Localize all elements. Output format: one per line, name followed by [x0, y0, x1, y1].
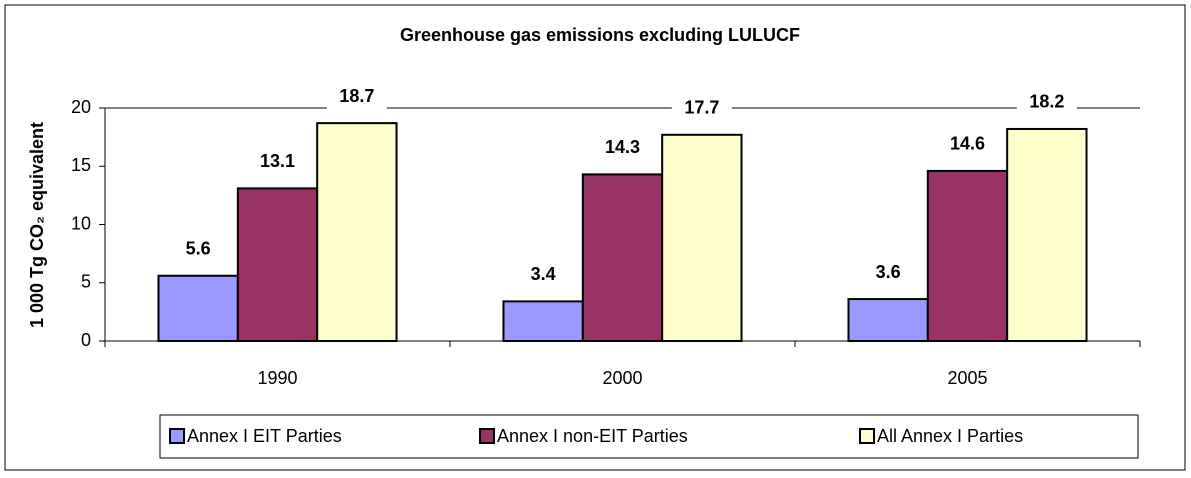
value-label-bg — [937, 131, 998, 158]
value-label-bg — [671, 95, 732, 122]
value-label: 3.6 — [876, 262, 901, 282]
value-label: 3.4 — [531, 264, 556, 284]
value-label: 14.6 — [950, 134, 985, 154]
x-tick-label: 2000 — [602, 368, 642, 388]
bar — [581, 173, 664, 342]
bar — [1006, 127, 1088, 342]
value-label: 18.2 — [1029, 92, 1064, 112]
bar — [847, 298, 929, 342]
legend-swatch — [169, 428, 185, 444]
bar — [661, 133, 743, 342]
value-label-bg — [592, 135, 653, 162]
value-label-bg — [247, 149, 308, 176]
legend-label: Annex I non-EIT Parties — [497, 426, 688, 446]
legend-label: Annex I EIT Parties — [187, 426, 342, 446]
legend-swatch — [859, 428, 875, 444]
bar — [926, 169, 1009, 342]
legend-label: All Annex I Parties — [877, 426, 1023, 446]
value-label-bg — [168, 236, 229, 263]
bar — [316, 122, 398, 342]
y-axis-label: 1 000 Tg CO₂ equivalent — [27, 122, 47, 328]
bar — [157, 274, 239, 343]
value-label: 5.6 — [186, 239, 211, 259]
chart-title: Greenhouse gas emissions excluding LULUC… — [400, 25, 800, 45]
x-tick-label: 1990 — [257, 368, 297, 388]
value-label-bg — [1016, 89, 1077, 116]
value-label: 18.7 — [339, 86, 374, 106]
y-tick-label: 10 — [71, 213, 91, 233]
y-tick-label: 20 — [71, 97, 91, 117]
bar — [236, 187, 319, 342]
value-label-bg — [513, 262, 574, 289]
x-tick-label: 2005 — [947, 368, 987, 388]
legend-box — [159, 414, 1139, 459]
value-label: 13.1 — [260, 151, 295, 171]
y-tick-label: 0 — [81, 330, 91, 350]
value-label-bg — [858, 260, 919, 287]
y-tick-label: 15 — [71, 155, 91, 175]
value-label: 17.7 — [684, 98, 719, 118]
bar — [502, 300, 584, 343]
y-tick-label: 5 — [81, 272, 91, 292]
value-label-bg — [326, 84, 387, 111]
value-label: 14.3 — [605, 137, 640, 157]
legend-swatch — [479, 428, 495, 444]
